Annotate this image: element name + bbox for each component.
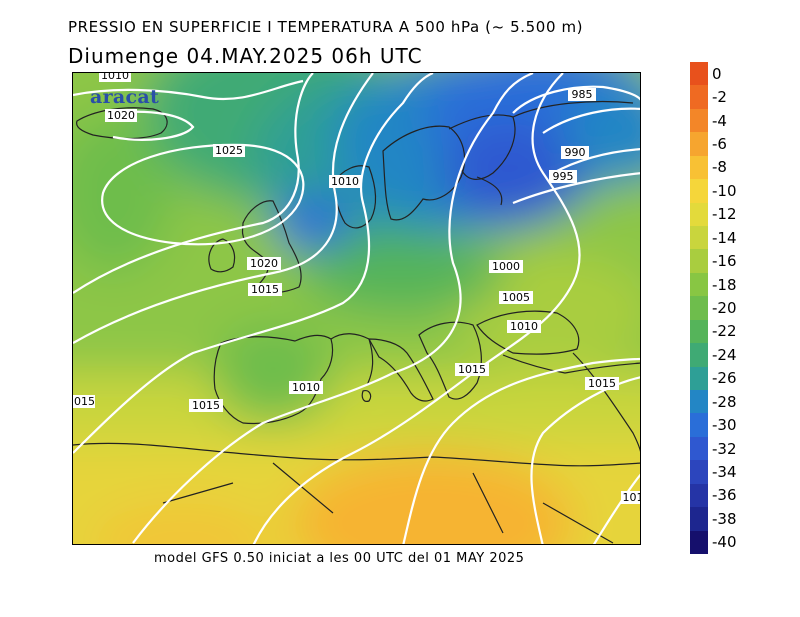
colorbar-label: -22 [712,322,737,341]
colorbar-swatch [690,272,708,297]
colorbar-label: -8 [712,158,727,177]
colorbar-label: -12 [712,205,737,224]
colorbar-swatch [690,132,708,157]
colorbar-label: -4 [712,111,727,130]
isobar-label: 1000 [489,260,523,273]
colorbar-swatch [690,319,708,344]
svg-text:1025: 1025 [215,144,243,157]
svg-text:1015: 1015 [73,395,95,408]
weather-map: 1010 1020 1025 1010 985 990 995 1000 100… [72,72,641,545]
colorbar-swatch [690,226,708,250]
svg-text:1010: 1010 [331,175,359,188]
map-valid-time: Diumenge 04.MAY.2025 06h UTC [68,44,423,68]
svg-text:1010: 1010 [101,73,129,82]
svg-text:1000: 1000 [492,260,520,273]
colorbar-swatch [690,249,708,274]
svg-text:101: 101 [623,491,642,504]
colorbar-label: -14 [712,228,737,247]
svg-text:985: 985 [572,88,593,101]
colorbar-swatch [690,62,708,86]
isobar-label: 1005 [499,291,533,304]
svg-text:1020: 1020 [107,109,135,122]
colorbar-label: -36 [712,486,737,505]
colorbar-label: 0 [712,64,722,83]
colorbar-label: -6 [712,135,727,153]
colorbar-swatch [690,179,708,204]
colorbar-label: -20 [712,299,737,317]
isobars [73,73,640,544]
colorbar-label: -10 [712,181,737,200]
isobar-label: 101 [621,491,642,504]
svg-text:1015: 1015 [251,283,279,296]
svg-text:1015: 1015 [588,377,616,390]
isobar-label: 1015 [248,283,282,296]
map-canvas: 1010 1020 1025 1010 985 990 995 1000 100… [73,73,642,544]
colorbar-swatch [690,366,708,391]
colorbar-swatch [690,202,708,227]
isobar-label: 1010 [329,175,361,188]
svg-text:990: 990 [565,146,586,159]
svg-text:1020: 1020 [250,257,278,270]
isobar-label: 990 [561,146,589,159]
colorbar-label: -30 [712,416,737,435]
isobar-label: 1015 [73,395,95,408]
colorbar-swatch [690,413,708,438]
colorbar-swatch [690,155,708,180]
isobar-label: 1020 [105,109,137,122]
isobar-label: 1010 [507,320,541,333]
colorbar-label: -24 [712,345,737,364]
colorbar-label: -18 [712,275,737,294]
colorbar-label: -2 [712,88,727,107]
coastlines [73,100,640,544]
colorbar-label: -26 [712,369,737,388]
isobar-label: 1015 [455,363,489,376]
temperature-field [73,73,640,544]
colorbar-swatch [690,530,708,555]
isobar-label: 1010 [99,73,131,82]
colorbar-label: -40 [712,533,737,552]
colorbar-swatch [690,436,708,461]
colorbar-label: -34 [712,463,737,481]
colorbar-swatch [690,343,708,368]
isobar-label: 1015 [585,377,619,390]
isobar-label: 985 [568,88,596,101]
aracat-logo: aracat [90,86,160,108]
svg-text:1015: 1015 [458,363,486,376]
svg-text:1015: 1015 [192,399,220,412]
isobar-label: 1025 [213,144,245,157]
isobar-label: 995 [549,170,577,183]
colorbar-swatch [690,507,708,532]
colorbar-swatch [690,296,708,321]
map-title: PRESSIO EN SUPERFICIE I TEMPERATURA A 50… [68,18,584,36]
colorbar-label: -28 [712,392,737,411]
svg-text:1010: 1010 [292,381,320,394]
colorbar-swatch [690,483,708,508]
colorbar-swatch [690,108,708,133]
svg-text:1005: 1005 [502,291,530,304]
isobar-label: 1015 [189,399,223,412]
isobar-labels: 1010 1020 1025 1010 985 990 995 1000 100… [73,73,642,504]
colorbar-label: -32 [712,439,737,458]
isobar-label: 1020 [247,257,281,270]
isobar-label: 1010 [289,381,323,394]
colorbar-label: -38 [712,509,737,528]
temperature-colorbar [690,62,708,555]
colorbar-swatch [690,390,708,414]
model-info: model GFS 0.50 iniciat a les 00 UTC del … [154,551,525,566]
colorbar-swatch [690,85,708,110]
svg-text:995: 995 [553,170,574,183]
svg-text:1010: 1010 [510,320,538,333]
colorbar-swatch [690,460,708,485]
colorbar-label: -16 [712,252,737,271]
